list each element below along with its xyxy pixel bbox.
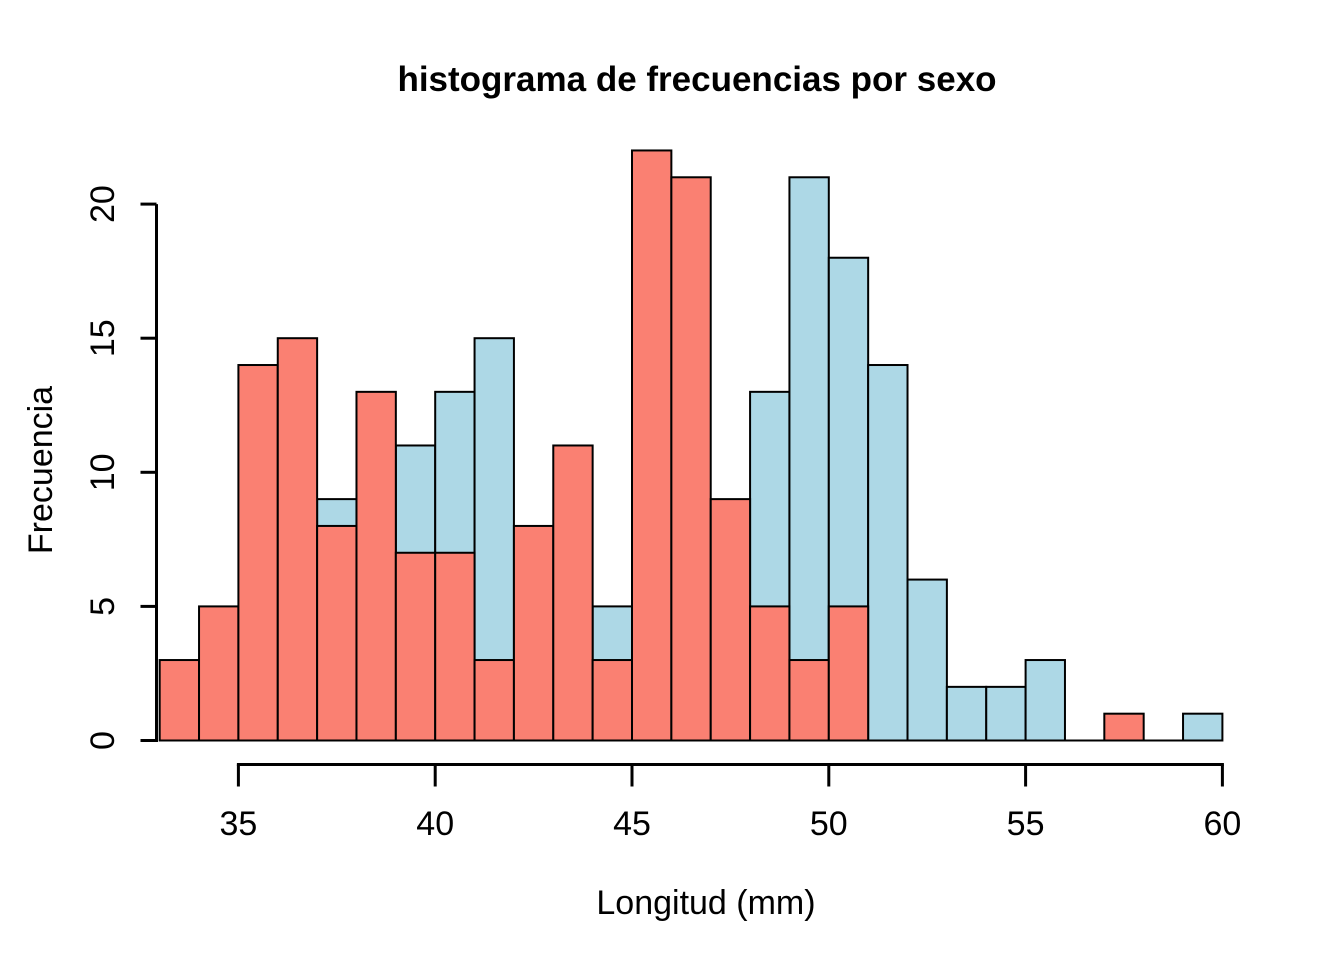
chart-title: histograma de frecuencias por sexo [397,60,996,99]
histogram-bar-histogram-red-40 [434,551,476,742]
histogram-bar-histogram-blue-53 [945,685,988,742]
histogram-bar-histogram-red-39 [394,551,437,742]
y-tick-label-0: 0 [84,731,122,750]
red-series-layer [158,149,1145,742]
y-tick-label-10: 10 [84,453,122,491]
histogram-bar-histogram-blue-52 [906,578,948,742]
histogram-bar-histogram-red-38 [355,390,397,742]
histogram-bar-histogram-red-57 [1103,712,1145,742]
x-tick-label-55: 55 [1007,805,1045,843]
histogram-bar-histogram-red-35 [237,364,279,742]
x-tick-label-45: 45 [613,805,651,843]
histogram-bar-histogram-blue-54 [985,685,1027,742]
histogram-bar-histogram-blue-51 [867,364,909,742]
histogram-bar-histogram-red-34 [198,605,240,742]
histogram-bar-histogram-red-49 [788,659,830,742]
histogram-bar-histogram-red-43 [552,444,594,742]
axes-layer: 0 5 10 15 20 35 40 45 50 55 60 [84,185,1241,843]
x-tick-label-50: 50 [810,805,848,843]
y-tick-label-20: 20 [84,185,122,223]
histogram-bar-histogram-red-42 [512,524,555,742]
y-tick-label-15: 15 [84,319,122,357]
x-axis-title: Longitud (mm) [596,884,815,922]
histogram-bar-histogram-blue-55 [1024,659,1066,742]
x-tick-label-40: 40 [416,805,454,843]
x-tick-label-60: 60 [1203,805,1241,843]
x-tick-label-35: 35 [219,805,257,843]
histogram-bar-histogram-blue-49 [788,176,830,742]
histogram-bar-histogram-red-47 [709,498,752,742]
y-axis-title: Frecuencia [22,386,60,554]
histogram-bar-histogram-red-46 [670,176,712,742]
histogram-bar-histogram-blue-59 [1182,712,1224,742]
histogram-bar-histogram-red-37 [316,524,358,742]
histogram-bar-histogram-red-44 [591,659,634,742]
histogram-bar-histogram-red-48 [749,605,791,742]
histogram-bar-histogram-red-50 [827,605,870,742]
histogram-bar-histogram-red-41 [473,659,515,742]
histogram-bar-histogram-red-33 [158,659,201,742]
y-tick-label-5: 5 [84,597,122,616]
histogram-bar-histogram-red-36 [276,337,319,742]
histogram-bar-histogram-red-45 [631,149,673,742]
